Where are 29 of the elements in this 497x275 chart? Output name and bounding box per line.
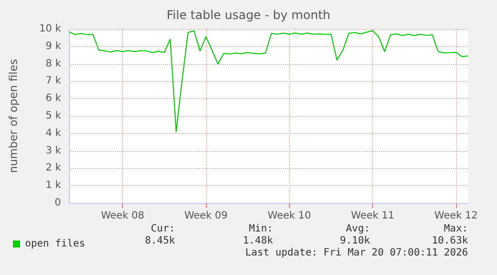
line-series: [68, 30, 468, 132]
x-tick-label: Week 11: [351, 210, 394, 222]
x-tick-label: Week 09: [184, 210, 228, 222]
y-tick-label: 1 k: [46, 180, 62, 192]
y-tick-label: 0: [54, 198, 61, 208]
y-tick-label: 9 k: [46, 40, 62, 52]
y-tick-label: 3 k: [46, 145, 62, 156]
legend-label: open files: [25, 238, 86, 250]
x-tick-label: Week 12: [434, 210, 478, 222]
x-tick-label: Week 10: [268, 210, 311, 222]
y-tick-label: 7 k: [46, 76, 62, 87]
x-tick-label: Week 08: [100, 210, 144, 222]
text: 8.45k: [144, 236, 175, 246]
y-axis-title: number of open files: [7, 58, 20, 173]
y-tick-label: 8 k: [46, 58, 62, 70]
text: Cur:: [150, 224, 175, 234]
y-tick-label: 6 k: [46, 93, 62, 104]
text: 9.10k: [340, 236, 370, 246]
text: 10.63k: [432, 236, 468, 246]
text: Min:: [248, 224, 273, 234]
y-tick-label: 2 k: [46, 162, 62, 174]
y-tick-label: 10 k: [39, 24, 62, 34]
text: Avg:: [346, 224, 370, 234]
text: Max:: [444, 224, 468, 234]
y-tick-label: 5 k: [46, 110, 62, 122]
y-tick-label: 4 k: [46, 128, 62, 139]
text: Last update: Fri Mar 20 07:00:11 2026: [245, 248, 468, 258]
text: 1.48k: [242, 236, 273, 246]
chart-title: File table usage - by month: [166, 8, 330, 22]
